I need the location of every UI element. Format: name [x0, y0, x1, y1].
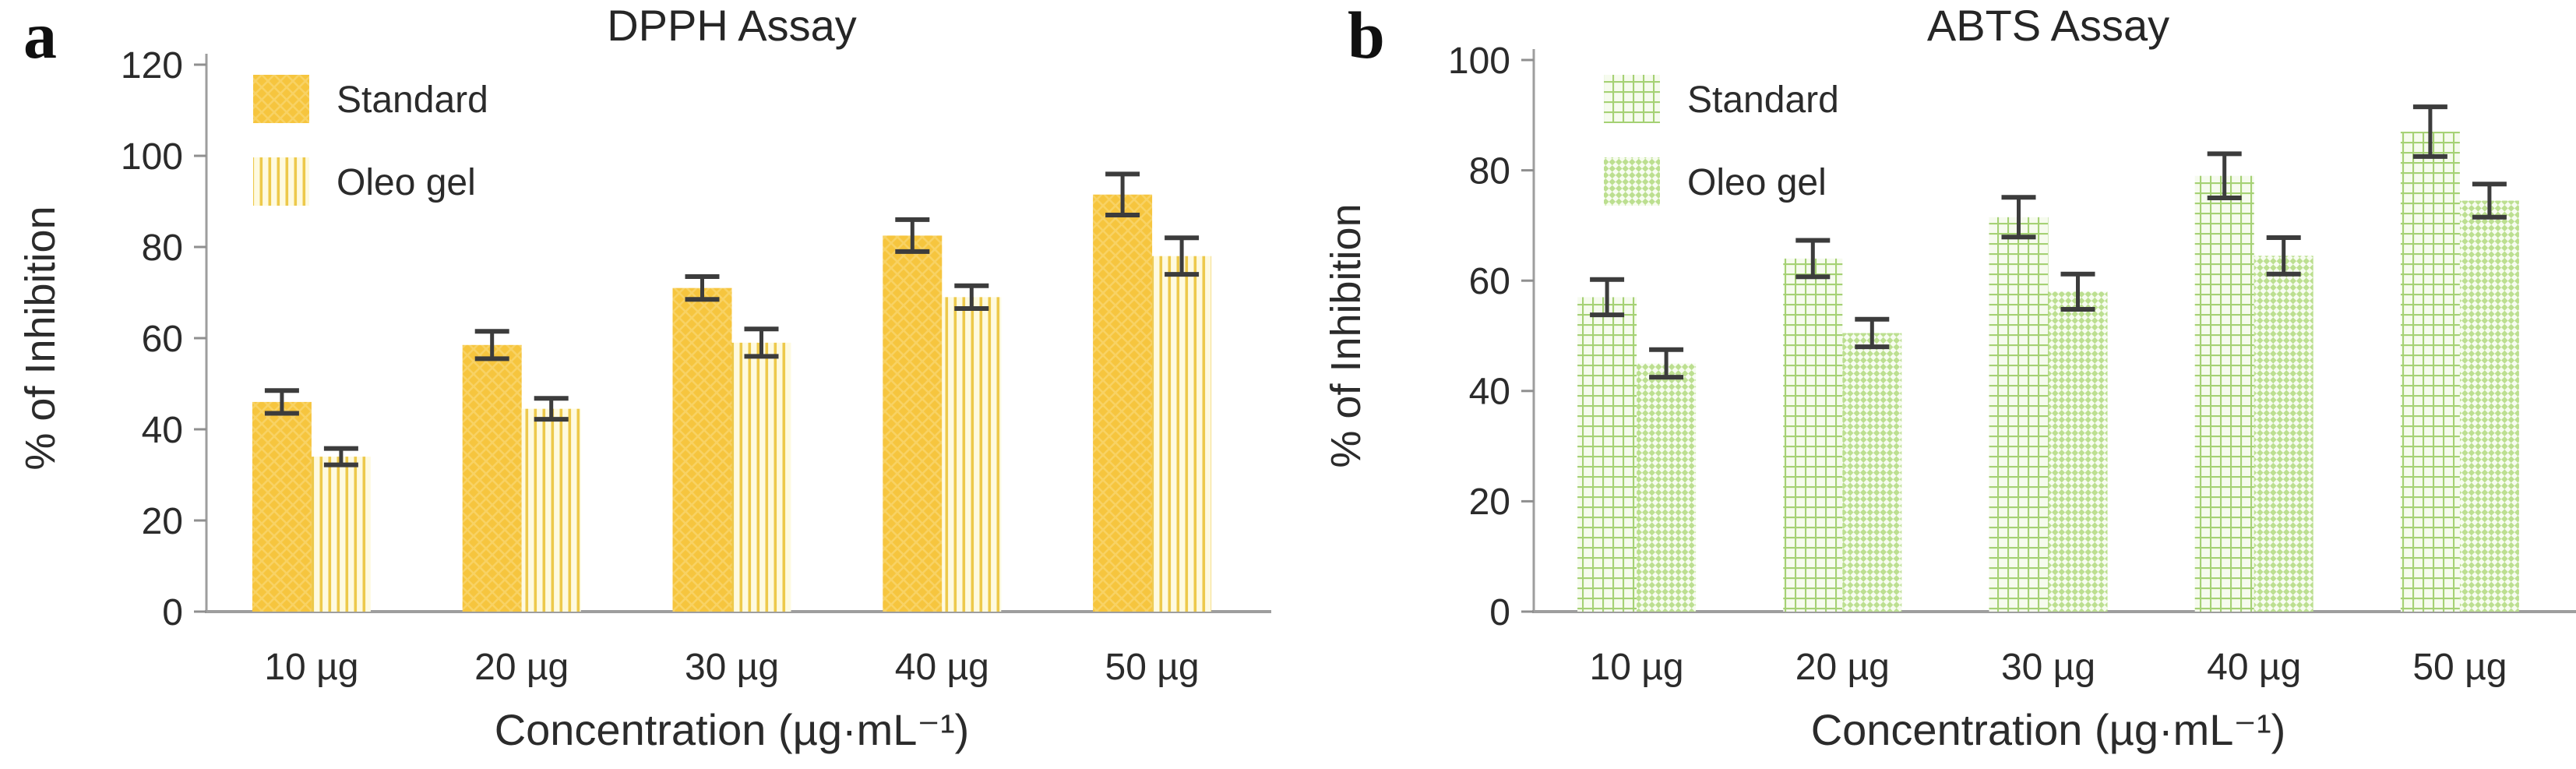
bar-oleo-gel-50-ug: [1152, 256, 1212, 612]
error-bar-standard-20-ug: [1795, 238, 1831, 280]
legend-swatch-standard: [1604, 75, 1660, 123]
bar-standard-50-ug: [2400, 132, 2460, 612]
error-bar-oleo-gel-40-ug: [954, 283, 989, 311]
bar-standard-30-ug: [672, 287, 732, 612]
legend-item-standard: Standard: [1604, 75, 1839, 123]
legend-item-oleo-gel: Oleo gel: [1604, 157, 1827, 206]
bar-oleo-gel-40-ug: [2254, 256, 2313, 612]
x-axis-label: Concentration (µg·mL⁻¹): [495, 705, 970, 754]
y-tick-label: 60: [1469, 261, 1510, 302]
error-bar-standard-40-ug: [895, 217, 930, 254]
chart-title: ABTS Assay: [1927, 1, 2169, 50]
x-tick-label: 40 µg: [895, 647, 989, 688]
legend-label-standard: Standard: [337, 79, 488, 121]
legend-swatch-oleo-gel: [1604, 157, 1660, 206]
error-bar-standard-40-ug: [2207, 151, 2242, 200]
legend-label-oleo-gel: Oleo gel: [1687, 162, 1827, 203]
abts-chart: ABTS Assay 0 20 40 60 80 100 % of Inhibition 10 …: [1323, 1, 2576, 754]
bar-standard-30-ug: [1989, 217, 2049, 612]
bar-oleo-gel-20-ug: [521, 408, 581, 612]
y-tick-label: 100: [121, 136, 183, 178]
x-tick-label: 20 µg: [1795, 647, 1890, 688]
error-bar-standard-50-ug: [2412, 104, 2447, 159]
x-tick-label: 50 µg: [1105, 647, 1200, 688]
bar-oleo-gel-30-ug: [2048, 291, 2108, 612]
bar-oleo-gel-10-ug: [311, 457, 371, 612]
bar-oleo-gel-10-ug: [1637, 363, 1697, 612]
x-tick-label: 40 µg: [2207, 647, 2301, 688]
error-bar-oleo-gel-30-ug: [744, 326, 779, 359]
error-bar-oleo-gel-10-ug: [1649, 347, 1684, 380]
panel-b: b ABTS Assay 0 20 40 60 80 100 % of Inhibition 1…: [1288, 0, 2576, 769]
panel-a-letter: a: [23, 0, 57, 72]
legend-swatch-oleo-gel: [253, 157, 309, 206]
y-tick-label: 40: [1469, 372, 1510, 413]
bar-oleo-gel-30-ug: [731, 342, 791, 612]
bar-standard-40-ug: [2194, 175, 2254, 612]
y-tick-label: 20: [1469, 482, 1510, 523]
x-axis-label: Concentration (µg·mL⁻¹): [1811, 705, 2286, 754]
bar-standard-20-ug: [1783, 258, 1843, 612]
legend-label-standard: Standard: [1687, 79, 1839, 121]
y-tick-label: 120: [121, 45, 183, 86]
error-bar-oleo-gel-10-ug: [323, 446, 358, 467]
y-tick-label: 80: [142, 228, 183, 269]
legend-swatch-standard: [253, 75, 309, 123]
panel-b-letter: b: [1348, 0, 1385, 72]
legend-item-standard: Standard: [253, 75, 488, 123]
error-bar-oleo-gel-30-ug: [2060, 271, 2095, 312]
x-tick-label: 10 µg: [1590, 647, 1684, 688]
bar-standard-50-ug: [1093, 194, 1153, 612]
x-tick-label: 50 µg: [2412, 647, 2507, 688]
bar-oleo-gel-40-ug: [942, 297, 1002, 612]
error-bar-standard-30-ug: [2001, 195, 2036, 240]
y-tick-label: 0: [1489, 592, 1510, 633]
error-bar-oleo-gel-20-ug: [534, 396, 569, 422]
y-tick-label: 0: [162, 592, 183, 633]
y-tick-label: 20: [142, 501, 183, 542]
x-tick-label: 20 µg: [474, 647, 569, 688]
error-bar-oleo-gel-50-ug: [1165, 235, 1200, 277]
y-tick-label: 100: [1448, 41, 1510, 82]
bar-standard-10-ug: [252, 401, 312, 612]
x-tick-label: 10 µg: [264, 647, 358, 688]
y-tick-label: 60: [142, 319, 183, 360]
error-bar-standard-30-ug: [685, 274, 720, 302]
error-bar-oleo-gel-20-ug: [1855, 316, 1890, 350]
y-axis-label: % of Inhibition: [17, 206, 64, 470]
bar-oleo-gel-50-ug: [2459, 200, 2519, 612]
bar-standard-20-ug: [462, 344, 522, 612]
error-bar-standard-10-ug: [1590, 277, 1625, 318]
panel-a: a DPPH Assay 0 20 40 60 80 100 120 % of Inhibiti…: [17, 0, 1271, 754]
dpph-chart: DPPH Assay 0 20 40 60 80 100 120 % of Inhibition…: [17, 1, 1271, 754]
error-bar-standard-10-ug: [264, 388, 299, 416]
y-tick-label: 40: [142, 410, 183, 451]
error-bar-oleo-gel-40-ug: [2266, 235, 2301, 277]
y-tick-label: 80: [1469, 150, 1510, 192]
error-bar-standard-50-ug: [1105, 171, 1140, 218]
y-axis-label: % of Inhibition: [1323, 203, 1369, 467]
bar-standard-40-ug: [883, 235, 943, 612]
error-bar-oleo-gel-50-ug: [2472, 182, 2507, 220]
bar-oleo-gel-20-ug: [1842, 333, 1902, 612]
legend-item-oleo-gel: Oleo gel: [253, 157, 476, 206]
chart-title: DPPH Assay: [607, 1, 857, 50]
bar-standard-10-ug: [1577, 297, 1637, 612]
x-tick-label: 30 µg: [685, 647, 779, 688]
legend-label-oleo-gel: Oleo gel: [337, 162, 476, 203]
error-bar-standard-20-ug: [474, 329, 509, 362]
x-tick-label: 30 µg: [2001, 647, 2095, 688]
